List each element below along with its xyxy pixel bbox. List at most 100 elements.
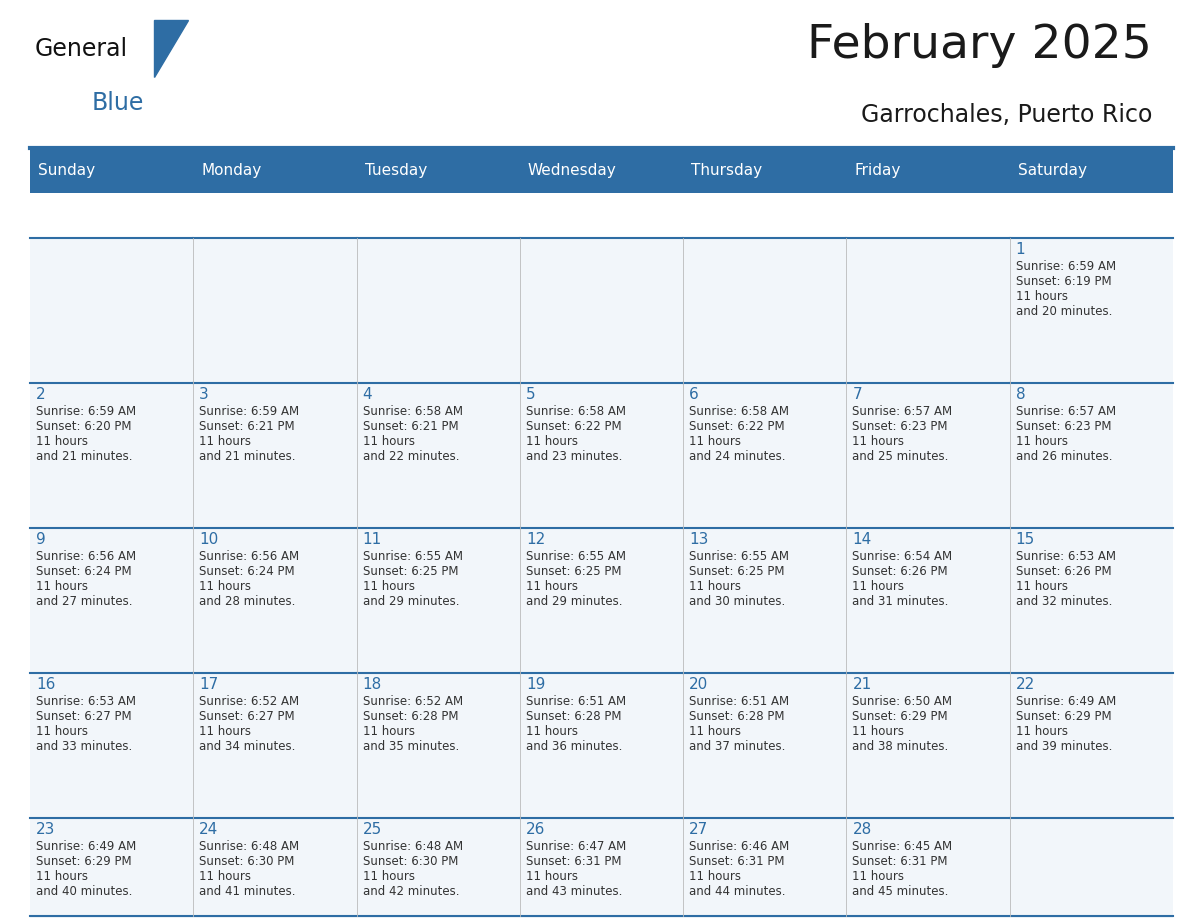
Text: Sunrise: 6:53 AM: Sunrise: 6:53 AM: [1016, 550, 1116, 563]
Text: Sunset: 6:23 PM: Sunset: 6:23 PM: [853, 420, 948, 433]
Text: 11 hours: 11 hours: [526, 580, 577, 593]
Text: 9: 9: [36, 532, 46, 547]
Text: 14: 14: [853, 532, 872, 547]
Text: 11 hours: 11 hours: [853, 435, 904, 448]
Text: Sunrise: 6:48 AM: Sunrise: 6:48 AM: [362, 840, 462, 853]
Text: Sunrise: 6:51 AM: Sunrise: 6:51 AM: [526, 695, 626, 708]
Text: Sunrise: 6:54 AM: Sunrise: 6:54 AM: [853, 550, 953, 563]
Text: 11 hours: 11 hours: [200, 435, 252, 448]
Text: Sunrise: 6:53 AM: Sunrise: 6:53 AM: [36, 695, 135, 708]
Text: and 35 minutes.: and 35 minutes.: [362, 740, 459, 753]
Text: 5: 5: [526, 387, 536, 402]
Text: 11: 11: [362, 532, 381, 547]
Text: Sunrise: 6:50 AM: Sunrise: 6:50 AM: [853, 695, 953, 708]
Text: Sunset: 6:29 PM: Sunset: 6:29 PM: [1016, 710, 1111, 723]
Text: and 21 minutes.: and 21 minutes.: [200, 450, 296, 463]
Text: and 40 minutes.: and 40 minutes.: [36, 885, 132, 898]
Text: Sunset: 6:26 PM: Sunset: 6:26 PM: [1016, 565, 1111, 578]
Text: and 24 minutes.: and 24 minutes.: [689, 450, 785, 463]
Text: Sunday: Sunday: [38, 163, 95, 178]
Text: Sunrise: 6:52 AM: Sunrise: 6:52 AM: [362, 695, 462, 708]
Text: 11 hours: 11 hours: [36, 870, 88, 883]
Text: and 29 minutes.: and 29 minutes.: [362, 595, 459, 608]
Text: Sunset: 6:31 PM: Sunset: 6:31 PM: [526, 855, 621, 868]
Text: and 42 minutes.: and 42 minutes.: [362, 885, 459, 898]
Text: Sunset: 6:22 PM: Sunset: 6:22 PM: [526, 420, 621, 433]
Text: 4: 4: [362, 387, 372, 402]
Text: 11 hours: 11 hours: [526, 870, 577, 883]
Text: Sunrise: 6:55 AM: Sunrise: 6:55 AM: [362, 550, 462, 563]
Text: 11 hours: 11 hours: [689, 725, 741, 738]
Text: 11 hours: 11 hours: [362, 725, 415, 738]
Text: Friday: Friday: [854, 163, 901, 178]
Text: 11 hours: 11 hours: [36, 580, 88, 593]
Text: and 41 minutes.: and 41 minutes.: [200, 885, 296, 898]
Text: Sunrise: 6:47 AM: Sunrise: 6:47 AM: [526, 840, 626, 853]
Polygon shape: [154, 20, 189, 77]
Text: 22: 22: [1016, 677, 1035, 692]
Text: Sunrise: 6:45 AM: Sunrise: 6:45 AM: [853, 840, 953, 853]
Text: Sunset: 6:27 PM: Sunset: 6:27 PM: [36, 710, 132, 723]
Text: 18: 18: [362, 677, 381, 692]
Text: Sunset: 6:31 PM: Sunset: 6:31 PM: [689, 855, 784, 868]
Text: February 2025: February 2025: [808, 23, 1152, 68]
Text: Sunset: 6:25 PM: Sunset: 6:25 PM: [362, 565, 459, 578]
Text: 11 hours: 11 hours: [362, 870, 415, 883]
Text: 11 hours: 11 hours: [1016, 290, 1068, 303]
Text: and 25 minutes.: and 25 minutes.: [853, 450, 949, 463]
Text: Sunrise: 6:58 AM: Sunrise: 6:58 AM: [526, 405, 626, 418]
Text: Sunset: 6:20 PM: Sunset: 6:20 PM: [36, 420, 132, 433]
Text: Sunrise: 6:57 AM: Sunrise: 6:57 AM: [1016, 405, 1116, 418]
Text: Sunrise: 6:58 AM: Sunrise: 6:58 AM: [689, 405, 789, 418]
Text: 13: 13: [689, 532, 708, 547]
Text: and 43 minutes.: and 43 minutes.: [526, 885, 623, 898]
Text: 11 hours: 11 hours: [853, 580, 904, 593]
Text: 8: 8: [1016, 387, 1025, 402]
Text: and 38 minutes.: and 38 minutes.: [853, 740, 949, 753]
Text: 26: 26: [526, 822, 545, 837]
Text: and 34 minutes.: and 34 minutes.: [200, 740, 296, 753]
Text: and 21 minutes.: and 21 minutes.: [36, 450, 133, 463]
Text: Sunrise: 6:56 AM: Sunrise: 6:56 AM: [36, 550, 137, 563]
Text: and 30 minutes.: and 30 minutes.: [689, 595, 785, 608]
Text: and 26 minutes.: and 26 minutes.: [1016, 450, 1112, 463]
Text: Sunrise: 6:59 AM: Sunrise: 6:59 AM: [36, 405, 137, 418]
Text: and 20 minutes.: and 20 minutes.: [1016, 305, 1112, 318]
Text: 25: 25: [362, 822, 381, 837]
Text: and 39 minutes.: and 39 minutes.: [1016, 740, 1112, 753]
Text: Sunrise: 6:46 AM: Sunrise: 6:46 AM: [689, 840, 789, 853]
Text: Sunrise: 6:52 AM: Sunrise: 6:52 AM: [200, 695, 299, 708]
Text: 3: 3: [200, 387, 209, 402]
Text: Blue: Blue: [91, 91, 144, 115]
Text: and 28 minutes.: and 28 minutes.: [200, 595, 296, 608]
Text: 28: 28: [853, 822, 872, 837]
Text: 21: 21: [853, 677, 872, 692]
Text: and 44 minutes.: and 44 minutes.: [689, 885, 785, 898]
Text: Sunrise: 6:56 AM: Sunrise: 6:56 AM: [200, 550, 299, 563]
Text: Sunrise: 6:59 AM: Sunrise: 6:59 AM: [1016, 260, 1116, 273]
Text: 11 hours: 11 hours: [362, 435, 415, 448]
Text: 10: 10: [200, 532, 219, 547]
Text: Sunrise: 6:58 AM: Sunrise: 6:58 AM: [362, 405, 462, 418]
Text: Monday: Monday: [201, 163, 261, 178]
Text: Sunset: 6:28 PM: Sunset: 6:28 PM: [689, 710, 784, 723]
Text: and 27 minutes.: and 27 minutes.: [36, 595, 133, 608]
Text: Sunrise: 6:55 AM: Sunrise: 6:55 AM: [526, 550, 626, 563]
Text: 23: 23: [36, 822, 56, 837]
Text: and 32 minutes.: and 32 minutes.: [1016, 595, 1112, 608]
Text: Sunrise: 6:51 AM: Sunrise: 6:51 AM: [689, 695, 789, 708]
Text: 15: 15: [1016, 532, 1035, 547]
Text: Wednesday: Wednesday: [527, 163, 617, 178]
Text: Garrochales, Puerto Rico: Garrochales, Puerto Rico: [861, 103, 1152, 127]
Text: Sunset: 6:27 PM: Sunset: 6:27 PM: [200, 710, 295, 723]
Text: Sunset: 6:21 PM: Sunset: 6:21 PM: [362, 420, 459, 433]
Text: Sunset: 6:25 PM: Sunset: 6:25 PM: [526, 565, 621, 578]
Text: 11 hours: 11 hours: [1016, 580, 1068, 593]
Text: Sunset: 6:22 PM: Sunset: 6:22 PM: [689, 420, 785, 433]
Text: and 37 minutes.: and 37 minutes.: [689, 740, 785, 753]
Text: 7: 7: [853, 387, 862, 402]
Text: Sunrise: 6:59 AM: Sunrise: 6:59 AM: [200, 405, 299, 418]
Text: 11 hours: 11 hours: [689, 435, 741, 448]
Text: and 36 minutes.: and 36 minutes.: [526, 740, 623, 753]
Text: Tuesday: Tuesday: [365, 163, 426, 178]
